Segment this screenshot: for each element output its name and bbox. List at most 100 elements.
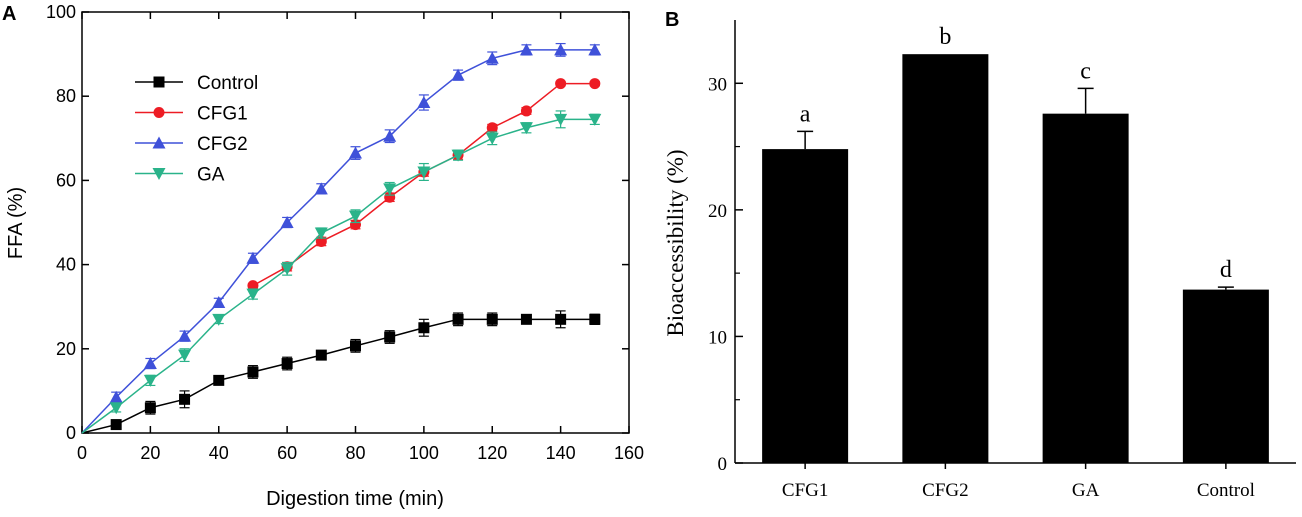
data-point: [486, 122, 498, 134]
data-point: [315, 349, 327, 361]
series-cfg2: [81, 42, 602, 434]
data-point: [280, 263, 294, 276]
data-point: [178, 329, 192, 342]
x-tick-label: CFG2: [922, 480, 968, 501]
panel-b: B 0 10 20 30 a CFG1 b CFG2 c GA d Control Bioacces…: [663, 9, 1296, 501]
significance-letter: b: [939, 24, 951, 50]
data-point: [588, 43, 602, 56]
data-point: [485, 51, 499, 64]
significance-letter: a: [800, 101, 811, 127]
data-point: [179, 393, 191, 405]
bar-cfg2: [902, 54, 989, 463]
x-tick-label: 40: [209, 443, 229, 463]
significance-letter: c: [1080, 58, 1091, 84]
bar-group-control: d Control: [1182, 257, 1269, 501]
data-point: [246, 288, 260, 301]
legend-marker-control: [153, 76, 165, 88]
data-point: [451, 68, 465, 81]
panel-a-x-axis-label: Digestion time (min): [266, 488, 444, 510]
data-point: [350, 340, 361, 352]
bar-group-ga: c GA: [1042, 58, 1129, 501]
data-point: [452, 313, 464, 325]
series-line-ga: [81, 118, 595, 434]
data-point: [143, 374, 157, 387]
data-point: [315, 235, 327, 247]
legend-label-cfg2: CFG2: [197, 134, 248, 155]
x-tick-label: 20: [140, 443, 160, 463]
series-ga: [81, 110, 602, 434]
data-point: [383, 183, 397, 196]
data-point: [485, 132, 499, 145]
y-tick-label: 10: [708, 327, 727, 348]
data-point: [554, 113, 568, 126]
series-line-cfg2: [81, 49, 595, 434]
legend-label-ga: GA: [197, 165, 225, 186]
significance-letter: d: [1220, 257, 1232, 283]
data-point: [314, 182, 328, 195]
x-tick-label: CFG1: [782, 480, 828, 501]
data-point: [109, 402, 123, 415]
x-tick-label: GA: [1072, 480, 1100, 501]
data-point: [144, 402, 156, 414]
data-point: [520, 105, 532, 117]
panel-b-y-axis-label: Bioaccessibility (%): [663, 149, 688, 336]
data-point: [519, 43, 533, 56]
data-point: [213, 374, 225, 386]
data-point: [212, 295, 226, 308]
data-point: [349, 210, 362, 223]
y-tick-label: 100: [46, 2, 76, 22]
panel-a-series: [81, 42, 602, 434]
data-point: [110, 419, 122, 431]
data-point: [417, 166, 431, 179]
series-line-cfg1: [252, 82, 595, 287]
legend-label-cfg1: CFG1: [197, 104, 248, 125]
legend-marker-cfg1: [153, 107, 165, 118]
panel-b-y-axis: 0 10 20 30: [708, 74, 743, 475]
panel-a-y-axis-label: FFA (%): [5, 187, 27, 259]
data-point: [555, 313, 567, 325]
data-point: [451, 149, 465, 162]
panel-b-label: B: [665, 9, 679, 31]
data-point: [384, 331, 396, 343]
data-point: [520, 313, 532, 325]
data-point: [519, 122, 533, 135]
data-point: [349, 146, 362, 159]
panel-a-x-axis: 0 20 40 60 80 100 120 140 160: [77, 12, 644, 463]
y-tick-label: 60: [56, 170, 76, 190]
x-tick-label: 80: [345, 443, 365, 463]
data-point: [109, 390, 123, 403]
data-point: [281, 358, 293, 370]
y-tick-label: 20: [56, 339, 76, 359]
data-point: [486, 313, 498, 325]
data-point: [247, 366, 259, 378]
data-point: [246, 251, 260, 264]
data-point: [212, 313, 226, 326]
bar-control: [1182, 289, 1269, 463]
data-point: [418, 322, 430, 334]
x-tick-label: 100: [409, 443, 439, 463]
data-point: [589, 313, 601, 325]
panel-a-y-axis: 0 20 40 60 80 100: [46, 2, 629, 443]
legend-marker-cfg2: [152, 136, 166, 149]
x-tick-label: 120: [477, 443, 507, 463]
data-point: [350, 219, 361, 231]
series-line-control: [81, 318, 595, 434]
data-point: [554, 43, 568, 56]
y-tick-label: 80: [56, 86, 76, 106]
y-tick-label: 30: [708, 74, 727, 95]
bar-group-cfg2: b CFG2: [902, 24, 989, 501]
bar-ga: [1042, 113, 1129, 464]
x-tick-label: Control: [1197, 480, 1255, 501]
x-tick-label: 140: [546, 443, 576, 463]
data-point: [247, 280, 259, 292]
data-point: [178, 349, 192, 362]
panel-a-label: A: [2, 3, 16, 25]
data-point: [555, 78, 567, 90]
x-tick-label: 0: [77, 443, 87, 463]
bar-group-cfg1: a CFG1: [762, 101, 849, 501]
data-point: [384, 191, 396, 203]
panel-b-bars: a CFG1 b CFG2 c GA d Control: [762, 24, 1269, 501]
x-tick-label: 160: [614, 443, 644, 463]
y-tick-label: 20: [708, 201, 727, 222]
